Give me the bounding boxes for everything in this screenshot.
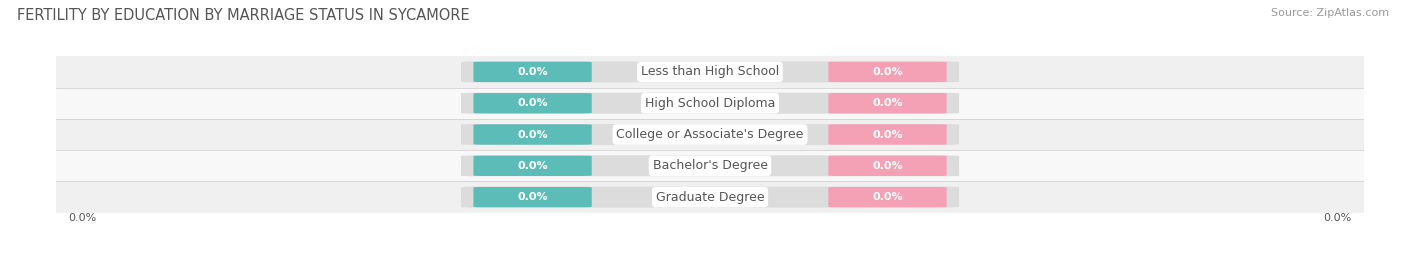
- Text: 0.0%: 0.0%: [517, 67, 548, 77]
- Text: 0.0%: 0.0%: [69, 213, 97, 223]
- Text: 0.0%: 0.0%: [1323, 213, 1351, 223]
- Text: 0.0%: 0.0%: [872, 161, 903, 171]
- Text: 0.0%: 0.0%: [872, 129, 903, 140]
- FancyBboxPatch shape: [474, 187, 592, 207]
- Bar: [56, 87, 1364, 119]
- FancyBboxPatch shape: [474, 124, 592, 145]
- Text: 0.0%: 0.0%: [872, 192, 903, 202]
- Text: High School Diploma: High School Diploma: [645, 97, 775, 110]
- FancyBboxPatch shape: [461, 124, 959, 145]
- FancyBboxPatch shape: [828, 93, 946, 113]
- FancyBboxPatch shape: [828, 156, 946, 176]
- FancyBboxPatch shape: [828, 124, 946, 145]
- FancyBboxPatch shape: [474, 156, 592, 176]
- Text: Bachelor's Degree: Bachelor's Degree: [652, 159, 768, 172]
- Text: Less than High School: Less than High School: [641, 65, 779, 78]
- Text: Source: ZipAtlas.com: Source: ZipAtlas.com: [1271, 8, 1389, 18]
- FancyBboxPatch shape: [461, 155, 959, 176]
- Text: 0.0%: 0.0%: [517, 129, 548, 140]
- Text: 0.0%: 0.0%: [872, 67, 903, 77]
- FancyBboxPatch shape: [474, 93, 592, 113]
- Text: 0.0%: 0.0%: [872, 98, 903, 108]
- FancyBboxPatch shape: [461, 61, 959, 82]
- FancyBboxPatch shape: [461, 187, 959, 208]
- Text: 0.0%: 0.0%: [517, 161, 548, 171]
- Bar: [56, 182, 1364, 213]
- Text: 0.0%: 0.0%: [517, 192, 548, 202]
- Bar: [56, 119, 1364, 150]
- Text: College or Associate's Degree: College or Associate's Degree: [616, 128, 804, 141]
- FancyBboxPatch shape: [828, 187, 946, 207]
- Bar: [56, 56, 1364, 87]
- FancyBboxPatch shape: [474, 62, 592, 82]
- Text: FERTILITY BY EDUCATION BY MARRIAGE STATUS IN SYCAMORE: FERTILITY BY EDUCATION BY MARRIAGE STATU…: [17, 8, 470, 23]
- Text: 0.0%: 0.0%: [517, 98, 548, 108]
- FancyBboxPatch shape: [828, 62, 946, 82]
- FancyBboxPatch shape: [461, 93, 959, 114]
- Bar: [56, 150, 1364, 182]
- Text: Graduate Degree: Graduate Degree: [655, 191, 765, 204]
